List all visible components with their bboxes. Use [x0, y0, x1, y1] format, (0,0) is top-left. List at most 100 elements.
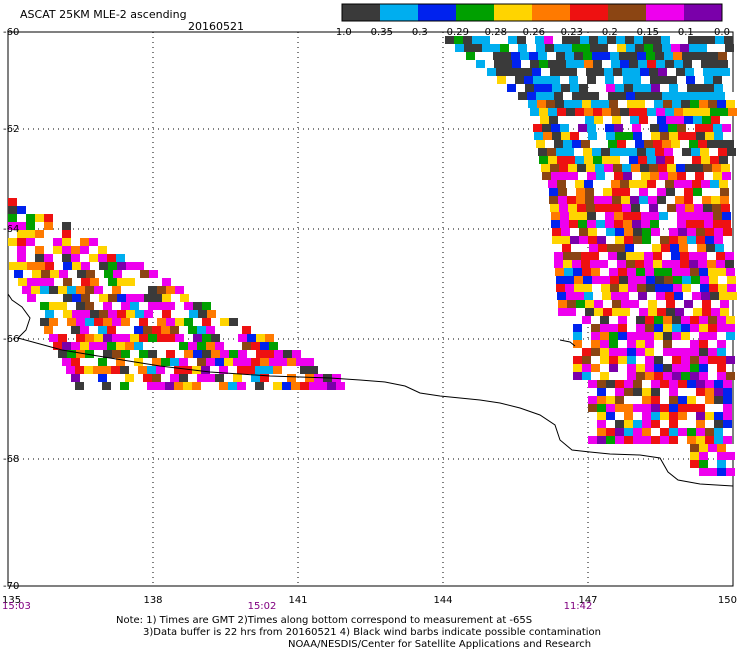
wind-cell	[485, 60, 494, 68]
wind-cell	[566, 60, 575, 68]
wind-cell	[472, 36, 481, 44]
wind-cell	[611, 108, 620, 116]
wind-cell	[207, 310, 216, 318]
wind-cell	[672, 316, 681, 324]
wind-cell	[53, 238, 62, 246]
wind-cell	[629, 156, 638, 164]
wind-cell	[644, 44, 653, 52]
wind-cell	[726, 356, 735, 364]
wind-cell	[600, 324, 609, 332]
wind-cell	[265, 334, 274, 342]
wind-cell	[710, 60, 719, 68]
wind-cell	[631, 68, 640, 76]
wind-cell	[696, 132, 705, 140]
wind-cell	[637, 284, 646, 292]
wind-cell	[652, 244, 661, 252]
wind-cell	[107, 342, 116, 350]
wind-cell	[588, 380, 597, 388]
wind-cell	[80, 342, 89, 350]
wind-cell	[633, 84, 642, 92]
wind-cell	[148, 302, 157, 310]
wind-cell	[76, 286, 85, 294]
wind-cell	[647, 60, 656, 68]
wind-cell	[26, 214, 35, 222]
wind-cell	[700, 276, 709, 284]
wind-cell	[269, 358, 278, 366]
wind-cell	[481, 36, 490, 44]
wind-cell	[617, 140, 626, 148]
wind-cell	[171, 310, 180, 318]
wind-cell	[684, 116, 693, 124]
wind-cell	[84, 366, 93, 374]
wind-cell	[681, 268, 690, 276]
wind-cell	[572, 252, 581, 260]
wind-cell	[678, 412, 687, 420]
wind-cell	[681, 324, 690, 332]
wind-cell	[662, 44, 671, 52]
wind-cell	[633, 388, 642, 396]
wind-cell	[708, 444, 717, 452]
wind-cell	[144, 310, 153, 318]
wind-cell	[71, 246, 80, 254]
wind-cell	[112, 318, 121, 326]
wind-cell	[703, 68, 712, 76]
colorbar-swatch	[342, 4, 380, 21]
wind-cell	[663, 332, 672, 340]
wind-cell	[576, 300, 585, 308]
wind-cell	[126, 262, 135, 270]
wind-cell	[8, 222, 17, 230]
wind-cell	[85, 334, 94, 342]
wind-cell	[554, 252, 563, 260]
wind-cell	[552, 84, 561, 92]
wind-cell	[554, 44, 563, 52]
wind-cell	[219, 366, 228, 374]
lat-tick-label: -64	[3, 224, 19, 235]
wind-cell	[591, 356, 600, 364]
wind-cell	[717, 340, 726, 348]
wind-cell	[166, 350, 175, 358]
wind-cell	[653, 92, 662, 100]
wind-cell	[179, 374, 188, 382]
wind-cell	[604, 204, 613, 212]
wind-cell	[710, 180, 719, 188]
wind-cell	[533, 76, 542, 84]
wind-cell	[574, 52, 583, 60]
lat-tick-label: -66	[3, 334, 19, 345]
wind-cell	[604, 164, 613, 172]
wind-cell	[189, 294, 198, 302]
wind-cell	[89, 342, 98, 350]
wind-cell	[666, 308, 675, 316]
wind-cell	[708, 324, 717, 332]
wind-cell	[669, 236, 678, 244]
wind-cell	[18, 278, 27, 286]
wind-cell	[233, 358, 242, 366]
wind-cell	[609, 268, 618, 276]
wind-cell	[68, 270, 77, 278]
wind-cell	[646, 284, 655, 292]
wind-cell	[726, 324, 735, 332]
wind-cell	[573, 372, 582, 380]
wind-cell	[681, 332, 690, 340]
wind-cell	[719, 180, 728, 188]
wind-cell	[54, 278, 63, 286]
wind-cell	[623, 220, 632, 228]
wind-cell	[663, 348, 672, 356]
wind-cell	[174, 382, 183, 390]
wind-cell	[139, 350, 148, 358]
wind-cell	[156, 366, 165, 374]
wind-cell	[711, 116, 720, 124]
wind-cell	[578, 220, 587, 228]
wind-cell	[699, 340, 708, 348]
wind-cell	[669, 428, 678, 436]
wind-cell	[615, 132, 624, 140]
wind-cell	[702, 196, 711, 204]
wind-cell	[696, 396, 705, 404]
wind-cell	[566, 292, 575, 300]
wind-cell	[606, 380, 615, 388]
wind-cell	[179, 326, 188, 334]
wind-cell	[666, 116, 675, 124]
wind-cell	[606, 132, 615, 140]
wind-cell	[582, 100, 591, 108]
wind-cell	[282, 382, 291, 390]
wind-cell	[206, 358, 215, 366]
